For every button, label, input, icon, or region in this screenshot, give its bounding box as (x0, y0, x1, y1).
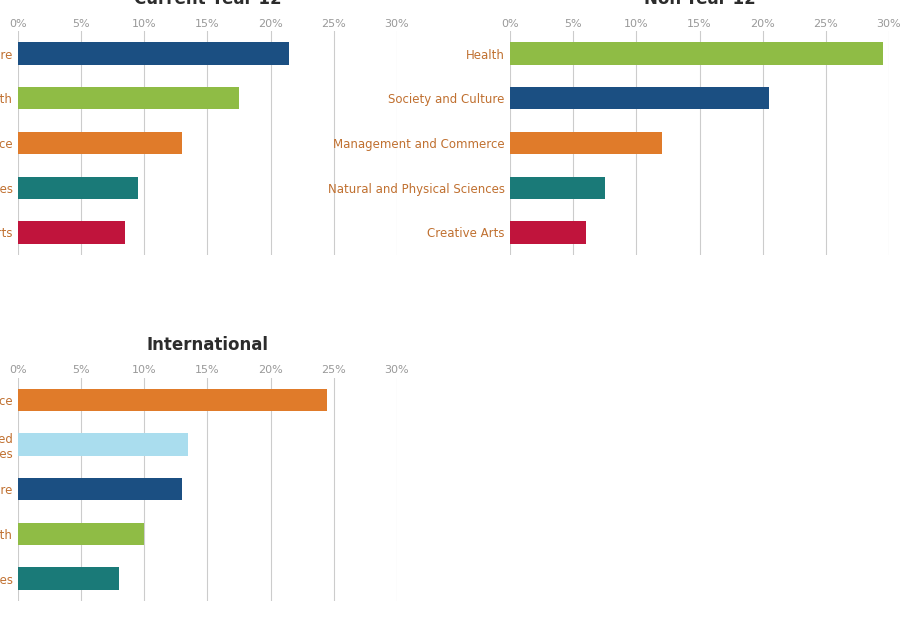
Bar (18, 177, 138, 199)
Title: Current Year 12: Current Year 12 (133, 0, 281, 8)
Bar (18, 221, 125, 244)
Bar (18, 389, 327, 411)
Bar (18, 523, 144, 545)
Bar (511, 221, 586, 244)
Bar (18, 43, 289, 65)
Bar (18, 132, 182, 154)
Bar (511, 43, 883, 65)
Bar (511, 87, 769, 110)
Bar (511, 132, 662, 154)
Title: Non-Year 12: Non-Year 12 (644, 0, 756, 8)
Bar (18, 567, 119, 590)
Bar (18, 87, 239, 110)
Bar (18, 433, 189, 456)
Title: International: International (146, 336, 268, 354)
Bar (18, 478, 182, 500)
Bar (511, 177, 605, 199)
